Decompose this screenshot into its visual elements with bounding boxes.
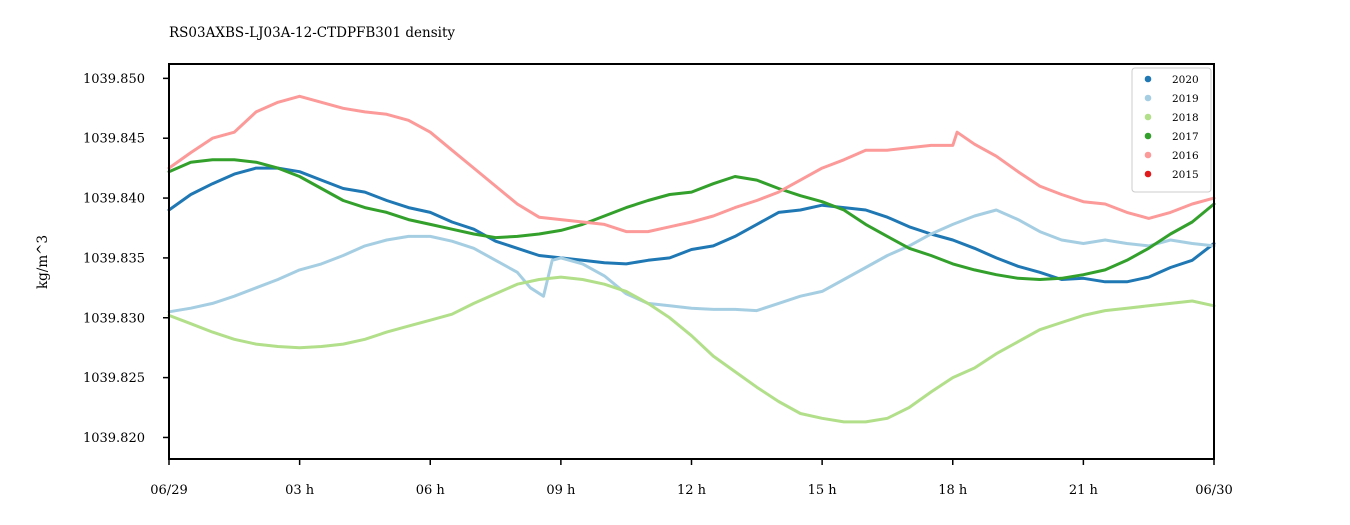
legend-label: 2020 [1172,74,1199,86]
series-line-2016 [167,94,1216,234]
x-tick-label: 21 h [1069,483,1099,498]
x-tick-label: 06/29 [150,483,187,498]
x-tick-label: 06 h [416,483,446,498]
series-line-2019 [167,208,1216,314]
legend-label: 2016 [1172,150,1199,162]
legend-marker-2018 [1144,113,1152,121]
y-axis-label: kg/m^3 [35,235,51,289]
x-tick-label: 18 h [938,483,968,498]
y-tick-label: 1039.825 [83,371,145,386]
legend-label: 2017 [1172,131,1199,143]
legend-label: 2019 [1172,93,1199,105]
x-tick-label: 06/30 [1195,483,1232,498]
y-tick-label: 1039.830 [83,311,145,326]
legend-label: 2015 [1172,169,1199,181]
legend-marker-2020 [1144,75,1152,83]
y-axis: 1039.820 1039.825 1039.830 1039.835 1039.840… [83,72,169,446]
y-tick-label: 1039.840 [83,192,145,207]
x-tick-label: 12 h [677,483,707,498]
x-tick-label: 03 h [285,483,315,498]
x-tick-label: 09 h [546,483,576,498]
legend: 2020 2019 2018 2017 2016 2015 [1131,67,1212,193]
x-tick-label: 15 h [808,483,838,498]
chart-title: RS03AXBS-LJ03A-12-CTDPFB301 density [169,25,455,41]
legend-box [1131,67,1212,193]
y-tick-label: 1039.835 [83,251,145,266]
y-tick-label: 1039.850 [83,72,145,87]
legend-marker-2015 [1144,170,1152,178]
series-line-2017 [167,158,1216,281]
x-axis: 06/29 03 h 06 h 09 h 12 h 15 h 18 h 21 h 06/30 [150,459,1233,498]
plot-area [167,94,1216,424]
legend-marker-2017 [1144,132,1152,140]
y-tick-label: 1039.845 [83,132,145,147]
legend-label: 2018 [1172,112,1199,124]
series-line-2018 [167,275,1216,424]
series-line-2020 [167,166,1216,284]
y-tick-label: 1039.820 [83,431,145,446]
legend-marker-2016 [1144,151,1152,159]
legend-marker-2019 [1144,94,1152,102]
